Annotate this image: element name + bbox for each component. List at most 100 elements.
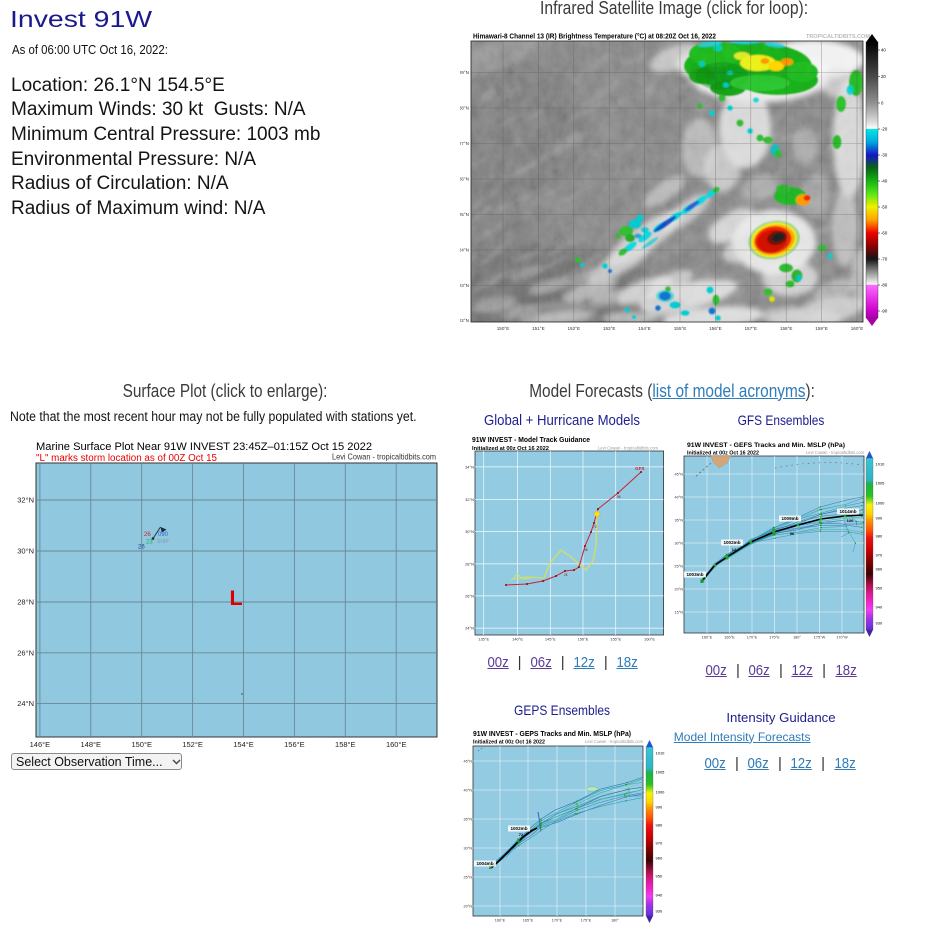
- svg-text:175°W: 175°W: [814, 636, 826, 640]
- svg-text:140°E: 140°E: [512, 637, 523, 642]
- svg-text:SHIP: SHIP: [157, 539, 169, 545]
- svg-text:Initialized at 00z Oct 16 2022: Initialized at 00z Oct 16 2022: [472, 446, 549, 452]
- svg-text:150°E: 150°E: [578, 637, 589, 642]
- svg-text:-90: -90: [881, 309, 888, 314]
- svg-text:34°N: 34°N: [465, 464, 474, 469]
- svg-text:930: 930: [876, 620, 883, 625]
- svg-text:156°E: 156°E: [284, 740, 305, 749]
- svg-text:Initialized at 00z Oct 16 2022: Initialized at 00z Oct 16 2022: [687, 451, 759, 457]
- svg-text:930: 930: [656, 908, 663, 913]
- svg-text:15°N: 15°N: [675, 610, 684, 614]
- svg-text:970: 970: [656, 840, 663, 845]
- svg-text:Levi Cowan - tropicaltidbits.c: Levi Cowan - tropicaltidbits.com: [332, 452, 436, 462]
- svg-text:160°E: 160°E: [495, 919, 506, 923]
- svg-text:155°E: 155°E: [674, 326, 687, 331]
- svg-text:Levi Cowan - tropicaltidbits.c: Levi Cowan - tropicaltidbits.com: [585, 739, 643, 744]
- svg-text:180°: 180°: [611, 919, 619, 923]
- svg-text:160°E: 160°E: [644, 637, 655, 642]
- svg-text:990: 990: [876, 515, 883, 520]
- svg-text:960: 960: [876, 566, 883, 571]
- svg-text:91W INVEST - Model Track Guida: 91W INVEST - Model Track Guidance: [472, 435, 590, 444]
- svg-text:TROPICALTIDBITS.COM: TROPICALTIDBITS.COM: [806, 34, 870, 40]
- svg-text:1000: 1000: [656, 789, 666, 794]
- svg-text:175°E: 175°E: [581, 919, 592, 923]
- svg-text:1003mb: 1003mb: [686, 572, 703, 577]
- svg-text:1000: 1000: [876, 500, 886, 505]
- svg-text:96: 96: [617, 495, 621, 499]
- svg-text:22°N: 22°N: [460, 318, 469, 323]
- svg-text:20: 20: [881, 74, 886, 79]
- svg-text:950: 950: [656, 873, 663, 878]
- svg-text:26°N: 26°N: [465, 593, 474, 598]
- svg-text:1002mb: 1002mb: [723, 540, 740, 545]
- svg-text:980: 980: [876, 533, 883, 538]
- svg-text:25°N: 25°N: [460, 212, 469, 217]
- svg-text:170°W: 170°W: [836, 636, 848, 640]
- svg-text:"L" marks storm location as of: "L" marks storm location as of 00Z Oct 1…: [36, 453, 217, 464]
- svg-text:30°N: 30°N: [464, 846, 473, 850]
- svg-text:28°N: 28°N: [460, 106, 469, 111]
- svg-text:-40: -40: [881, 179, 888, 184]
- svg-text:170°E: 170°E: [747, 636, 758, 640]
- svg-text:090: 090: [158, 532, 169, 538]
- svg-text:45°N: 45°N: [675, 472, 684, 476]
- svg-text:960: 960: [656, 855, 663, 860]
- svg-text:-20: -20: [881, 127, 888, 132]
- svg-text:45°N: 45°N: [464, 759, 473, 763]
- svg-text:1010: 1010: [656, 750, 666, 755]
- svg-text:157°E: 157°E: [745, 326, 758, 331]
- svg-text:25°N: 25°N: [675, 564, 684, 568]
- svg-text:-50: -50: [881, 205, 888, 210]
- svg-text:20°N: 20°N: [464, 904, 473, 908]
- svg-text:26: 26: [138, 545, 145, 551]
- svg-text:0: 0: [881, 101, 884, 106]
- svg-text:72: 72: [519, 832, 524, 837]
- svg-text:35°N: 35°N: [464, 817, 473, 821]
- svg-text:120: 120: [847, 518, 854, 523]
- svg-text:1004mb: 1004mb: [476, 861, 493, 866]
- svg-text:-70: -70: [881, 257, 888, 262]
- svg-text:153°E: 153°E: [603, 326, 616, 331]
- svg-text:27°N: 27°N: [460, 141, 469, 146]
- svg-text:28°N: 28°N: [17, 598, 34, 607]
- svg-text:Marine Surface Plot Near 91W I: Marine Surface Plot Near 91W INVEST 23:4…: [36, 441, 372, 453]
- svg-text:154°E: 154°E: [233, 740, 254, 749]
- svg-text:Levi Cowan - tropicaltidbits.c: Levi Cowan - tropicaltidbits.com: [806, 450, 864, 455]
- svg-text:23: 23: [146, 540, 153, 546]
- svg-text:35°N: 35°N: [675, 518, 684, 522]
- svg-text:12: 12: [732, 547, 737, 552]
- svg-text:40°N: 40°N: [464, 788, 473, 792]
- svg-text:150°E: 150°E: [497, 326, 510, 331]
- svg-text:96: 96: [790, 531, 795, 536]
- svg-text:30°N: 30°N: [465, 529, 474, 534]
- svg-text:32°N: 32°N: [465, 497, 474, 502]
- svg-text:32°N: 32°N: [17, 496, 34, 505]
- svg-text:1009mb: 1009mb: [781, 516, 798, 521]
- svg-text:40°N: 40°N: [675, 495, 684, 499]
- svg-text:30°N: 30°N: [675, 541, 684, 545]
- svg-text:160°E: 160°E: [702, 636, 713, 640]
- svg-text:1010: 1010: [876, 461, 886, 466]
- svg-text:180°: 180°: [793, 636, 801, 640]
- svg-text:-30: -30: [881, 153, 888, 158]
- svg-text:48: 48: [584, 548, 588, 552]
- svg-text:40: 40: [881, 48, 886, 53]
- svg-text:158°E: 158°E: [335, 740, 356, 749]
- svg-text:135°E: 135°E: [478, 637, 489, 642]
- svg-text:175°E: 175°E: [769, 636, 780, 640]
- svg-text:1014mb: 1014mb: [839, 509, 856, 514]
- svg-text:Initialized at 00z Oct 16 2022: Initialized at 00z Oct 16 2022: [473, 740, 545, 746]
- svg-text:970: 970: [876, 552, 883, 557]
- svg-text:30°N: 30°N: [17, 547, 34, 556]
- svg-text:26°N: 26°N: [460, 177, 469, 182]
- svg-text:170°E: 170°E: [552, 919, 563, 923]
- svg-text:148°E: 148°E: [81, 740, 102, 749]
- svg-text:24°N: 24°N: [17, 699, 34, 708]
- svg-text:145°E: 145°E: [545, 637, 556, 642]
- svg-text:159°E: 159°E: [815, 326, 828, 331]
- svg-text:940: 940: [656, 892, 663, 897]
- svg-text:160°E: 160°E: [386, 740, 407, 749]
- svg-text:990: 990: [656, 804, 663, 809]
- svg-text:91W INVEST - GEFS Tracks and M: 91W INVEST - GEFS Tracks and Min. MSLP (…: [687, 442, 845, 449]
- svg-text:156°E: 156°E: [709, 326, 722, 331]
